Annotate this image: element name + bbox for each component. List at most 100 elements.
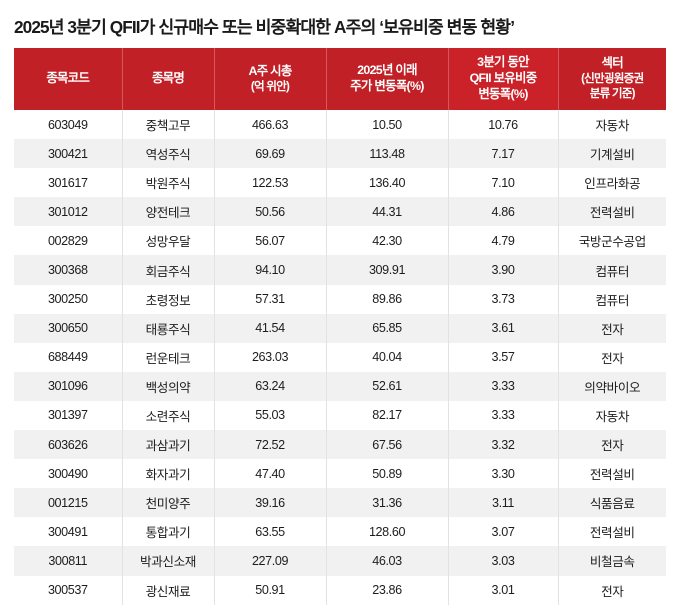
cell-stock-name: 초령정보	[122, 284, 215, 314]
cell-price-change: 31.36	[326, 488, 449, 518]
table-row: 300650 태룡주식 41.54 65.85 3.61 전자	[14, 313, 666, 343]
column-header-stock-name: 종목명	[122, 48, 215, 110]
cell-qfii-change: 4.86	[448, 197, 559, 227]
cell-sector: 전자	[558, 430, 666, 460]
cell-stock-code: 300250	[14, 284, 123, 314]
cell-qfii-change: 3.33	[448, 371, 559, 401]
cell-stock-name: 중책고무	[122, 110, 215, 140]
cell-stock-code: 300490	[14, 459, 123, 489]
cell-stock-name: 양전테크	[122, 197, 215, 227]
cell-market-cap: 41.54	[214, 313, 327, 343]
qfii-holdings-table: 종목코드 종목명 A주 시총 (억 위안) 2025년 이래 주가 변동폭(%)	[14, 48, 666, 605]
cell-stock-name: 천미양주	[122, 488, 215, 518]
column-header-market-cap: A주 시총 (억 위안)	[214, 48, 327, 110]
cell-price-change: 23.86	[326, 575, 449, 605]
cell-stock-code: 002829	[14, 226, 123, 256]
cell-market-cap: 50.91	[214, 575, 327, 605]
cell-market-cap: 263.03	[214, 342, 327, 372]
cell-stock-name: 성망우달	[122, 226, 215, 256]
cell-qfii-change: 3.07	[448, 517, 559, 547]
table-row: 300490 화자과기 47.40 50.89 3.30 전력설비	[14, 459, 666, 489]
table-row: 300537 광신재료 50.91 23.86 3.01 전자	[14, 575, 666, 605]
cell-stock-name: 과삼과기	[122, 430, 215, 460]
cell-stock-name: 역성주식	[122, 139, 215, 169]
page-title: 2025년 3분기 QFII가 신규매수 또는 비중확대한 A주의 ‘보유비중 …	[14, 17, 515, 37]
cell-stock-code: 300491	[14, 517, 123, 547]
column-header-stock-name-label: 종목명	[151, 71, 185, 86]
cell-market-cap: 57.31	[214, 284, 327, 314]
cell-price-change: 46.03	[326, 546, 449, 576]
table-row: 300368 회금주식 94.10 309.91 3.90 컴퓨터	[14, 255, 666, 285]
cell-stock-name: 회금주식	[122, 255, 215, 285]
cell-sector: 전자	[558, 342, 666, 372]
cell-sector: 비철금속	[558, 546, 666, 576]
table-row: 603626 과삼과기 72.52 67.56 3.32 전자	[14, 430, 666, 460]
cell-sector: 전력설비	[558, 197, 666, 227]
cell-qfii-change: 3.61	[448, 313, 559, 343]
cell-stock-name: 태룡주식	[122, 313, 215, 343]
cell-market-cap: 122.53	[214, 168, 327, 198]
cell-qfii-change: 3.90	[448, 255, 559, 285]
column-header-sector-label: 섹터	[601, 56, 624, 71]
cell-qfii-change: 3.32	[448, 430, 559, 460]
cell-price-change: 113.48	[326, 139, 449, 169]
cell-sector: 인프라화공	[558, 168, 666, 198]
cell-price-change: 10.50	[326, 110, 449, 140]
table-body: 603049 중책고무 466.63 10.50 10.76 자동차 300421 역성주식 6…	[14, 110, 666, 605]
cell-sector: 전자	[558, 313, 666, 343]
cell-sector: 전력설비	[558, 517, 666, 547]
cell-stock-name: 박원주식	[122, 168, 215, 198]
table-row: 300421 역성주식 69.69 113.48 7.17 기계설비	[14, 139, 666, 169]
table-row: 001215 천미양주 39.16 31.36 3.11 식품음료	[14, 488, 666, 518]
cell-price-change: 52.61	[326, 371, 449, 401]
table-row: 300811 박과신소재 227.09 46.03 3.03 비철금속	[14, 546, 666, 576]
column-header-sector-note1: (신만굉원증권	[581, 72, 644, 86]
column-header-market-cap-label: A주 시총	[248, 63, 292, 78]
cell-sector: 의약바이오	[558, 371, 666, 401]
cell-market-cap: 466.63	[214, 110, 327, 140]
column-header-qfii-change: 3분기 동안 QFII 보유비중 변동폭(%)	[448, 48, 559, 110]
cell-market-cap: 56.07	[214, 226, 327, 256]
cell-price-change: 50.89	[326, 459, 449, 489]
cell-sector: 컴퓨터	[558, 284, 666, 314]
cell-qfii-change: 10.76	[448, 110, 559, 140]
cell-sector: 식품음료	[558, 488, 666, 518]
cell-price-change: 40.04	[326, 342, 449, 372]
cell-stock-code: 301397	[14, 400, 123, 431]
table-row: 300250 초령정보 57.31 89.86 3.73 컴퓨터	[14, 284, 666, 314]
cell-qfii-change: 3.33	[448, 400, 559, 431]
cell-qfii-change: 3.57	[448, 342, 559, 372]
cell-price-change: 44.31	[326, 197, 449, 227]
table-row: 002829 성망우달 56.07 42.30 4.79 국방군수공업	[14, 226, 666, 256]
column-header-qfii-change-label1: 3분기 동안	[477, 55, 529, 70]
cell-qfii-change: 7.10	[448, 168, 559, 198]
cell-market-cap: 69.69	[214, 139, 327, 169]
column-header-stock-code-label: 종목코드	[46, 71, 90, 86]
cell-price-change: 67.56	[326, 430, 449, 460]
cell-market-cap: 63.55	[214, 517, 327, 547]
table-row: 301617 박원주식 122.53 136.40 7.10 인프라화공	[14, 168, 666, 198]
cell-stock-code: 301096	[14, 371, 123, 401]
cell-sector: 국방군수공업	[558, 226, 666, 256]
cell-market-cap: 94.10	[214, 255, 327, 285]
cell-stock-code: 603626	[14, 430, 123, 460]
cell-market-cap: 227.09	[214, 546, 327, 576]
cell-qfii-change: 3.01	[448, 575, 559, 605]
data-table-container: 종목코드 종목명 A주 시총 (억 위안) 2025년 이래 주가 변동폭(%)	[14, 48, 666, 605]
column-header-sector-note2: 분류 기준)	[589, 86, 636, 100]
table-row: 301012 양전테크 50.56 44.31 4.86 전력설비	[14, 197, 666, 227]
cell-price-change: 128.60	[326, 517, 449, 547]
cell-stock-name: 런운테크	[122, 342, 215, 372]
cell-stock-code: 301012	[14, 197, 123, 227]
column-header-sector: 섹터 (신만굉원증권 분류 기준)	[558, 48, 666, 110]
cell-sector: 자동차	[558, 400, 666, 431]
cell-price-change: 65.85	[326, 313, 449, 343]
cell-sector: 컴퓨터	[558, 255, 666, 285]
column-header-price-change-unit: 주가 변동폭(%)	[350, 79, 424, 93]
column-header-price-change-label: 2025년 이래	[357, 63, 417, 78]
cell-price-change: 89.86	[326, 284, 449, 314]
cell-stock-code: 301617	[14, 168, 123, 198]
table-row: 603049 중책고무 466.63 10.50 10.76 자동차	[14, 110, 666, 140]
table-header: 종목코드 종목명 A주 시총 (억 위안) 2025년 이래 주가 변동폭(%)	[14, 48, 666, 110]
